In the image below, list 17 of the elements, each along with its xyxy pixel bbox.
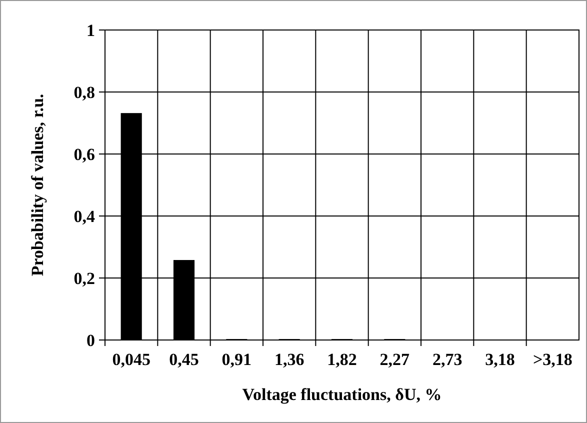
y-tick-label: 0,8 [74,82,95,102]
x-tick-label: 2,27 [380,350,410,369]
x-tick-label: 0,45 [169,350,199,369]
y-axis-title: Probability of values, r.u. [28,94,47,276]
y-tick-label: 0 [86,330,95,350]
x-tick-label: >3,18 [532,350,572,369]
x-tick-label: 2,73 [432,350,462,369]
x-tick-label: 1,36 [274,350,304,369]
x-tick-label: 0,91 [222,350,252,369]
x-tick-label: 1,82 [327,350,357,369]
x-tick-label: 3,18 [485,350,515,369]
x-axis-title: Voltage fluctuations, δU, % [242,385,442,404]
y-tick-label: 0,6 [74,144,95,164]
y-tick-label: 0,2 [74,268,95,288]
x-tick-label: 0,045 [112,350,150,369]
y-tick-label: 1 [86,20,95,40]
y-tick-label: 0,4 [74,206,96,226]
